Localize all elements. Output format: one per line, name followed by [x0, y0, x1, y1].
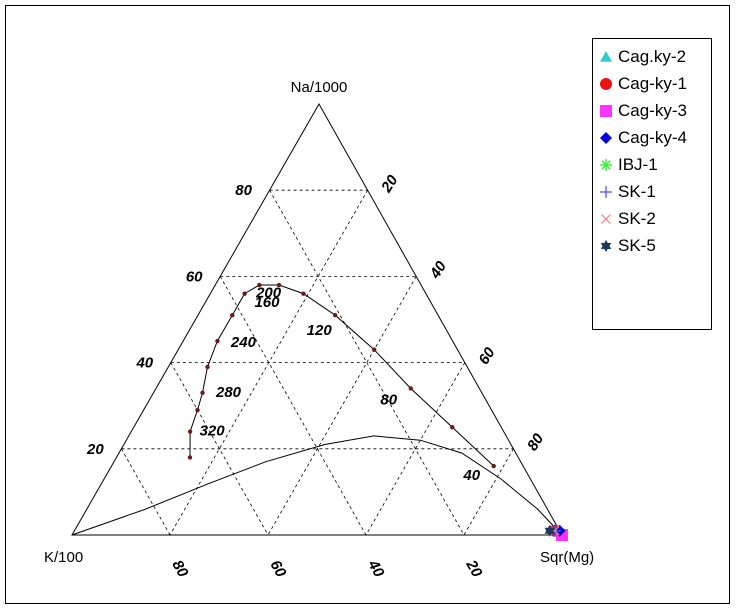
bottom-axis-ticks: 80 60 40 20 — [168, 556, 485, 580]
upper-curve-dot — [215, 338, 220, 344]
upper-curve-dot — [276, 282, 282, 288]
curve-label: 320 — [200, 423, 226, 440]
legend-item: Cag-ky-4 — [593, 124, 711, 151]
legend: Cag.ky-2 Cag-ky-1 Cag-ky-3 Cag-ky-4 IBJ-1 SK-… — [592, 38, 712, 330]
bottom-tick-label: 20 — [462, 556, 486, 580]
legend-label: IBJ-1 — [618, 154, 658, 174]
grid-line — [267, 276, 417, 536]
upper-curve-dot — [230, 312, 235, 318]
grid-line — [121, 448, 171, 536]
sample-points — [544, 524, 568, 541]
right-axis-ticks: 20 40 60 80 — [378, 172, 548, 454]
apex-label-top: Na/1000 — [291, 79, 348, 96]
legend-item: Cag-ky-1 — [593, 70, 711, 97]
grid-line — [219, 276, 367, 536]
upper-curve-dot — [301, 291, 306, 296]
curve-label: 200 — [255, 285, 282, 302]
left-tick-label: 20 — [86, 441, 104, 458]
lower-curve — [71, 435, 563, 536]
upper-curve-dot — [187, 455, 193, 460]
legend-item: Cag.ky-2 — [593, 43, 711, 70]
upper-curve-dot — [372, 347, 377, 352]
legend-label: Cag.ky-2 — [618, 46, 687, 66]
right-tick-label: 80 — [524, 430, 548, 454]
chart-frame: Na/1000 K/100 Sqr(Mg) 80 60 40 20 20 40 … — [5, 5, 730, 604]
ternary-triangle — [71, 102, 563, 536]
upper-curve-dot — [491, 463, 496, 469]
left-axis-ticks: 80 60 40 20 — [86, 182, 253, 458]
upper-curve-dot — [205, 364, 210, 370]
ternary-plot: Na/1000 K/100 Sqr(Mg) 80 60 40 20 20 40 … — [44, 79, 594, 581]
curve-label: 240 — [230, 334, 257, 351]
legend-symbol-icon — [595, 101, 617, 121]
legend-symbol-icon — [595, 182, 617, 202]
apex-label-left: K/100 — [44, 549, 83, 566]
grid-line — [463, 448, 514, 536]
upper-curve-labels: 320 280 240 200 160 120 80 40 — [200, 285, 481, 484]
legend-symbol-icon — [595, 155, 617, 175]
legend-item: Cag-ky-3 — [593, 97, 711, 124]
legend-item: IBJ-1 — [593, 151, 711, 178]
curves — [71, 282, 563, 536]
legend-item: SK-2 — [593, 205, 711, 232]
right-tick-label: 20 — [378, 172, 402, 197]
upper-curve — [189, 284, 495, 467]
curve-label: 120 — [307, 322, 333, 339]
upper-curve-dot — [195, 407, 200, 413]
apex-label-right: Sqr(Mg) — [540, 549, 594, 566]
right-tick-label: 40 — [426, 258, 450, 283]
legend-label: Cag-ky-1 — [618, 73, 687, 93]
grid-lines — [121, 189, 514, 536]
curve-label: 80 — [380, 391, 397, 408]
bottom-tick-label: 60 — [266, 557, 289, 581]
left-tick-label: 80 — [235, 182, 252, 199]
right-tick-label: 60 — [475, 344, 499, 368]
left-tick-label: 60 — [186, 268, 203, 285]
upper-curve-dot — [450, 425, 455, 430]
legend-symbol-icon — [595, 128, 617, 148]
left-tick-label: 40 — [135, 355, 153, 372]
legend-symbol-icon — [595, 209, 617, 229]
curve-label: 40 — [462, 467, 480, 484]
bottom-tick-label: 40 — [364, 556, 388, 580]
legend-symbol-icon — [595, 236, 617, 256]
upper-curve-dot — [257, 282, 262, 288]
upper-curve-dot — [200, 390, 205, 395]
legend-symbol-icon — [595, 47, 617, 67]
sample-point — [544, 524, 555, 537]
grid-line — [169, 190, 368, 536]
legend-label: Cag-ky-3 — [618, 100, 687, 120]
legend-item: SK-5 — [593, 232, 711, 259]
upper-curve-dot — [408, 386, 413, 391]
legend-item: SK-1 — [593, 178, 711, 205]
curve-label: 160 — [254, 294, 280, 311]
curve-label: 280 — [215, 384, 242, 401]
legend-symbol-icon — [595, 74, 617, 94]
upper-curve-dot — [187, 429, 193, 434]
upper-curve-dot — [332, 312, 338, 318]
upper-curve-dot — [242, 291, 247, 296]
legend-label: SK-2 — [618, 208, 656, 228]
legend-label: SK-5 — [618, 235, 656, 255]
legend-label: SK-1 — [618, 181, 656, 201]
legend-label: Cag-ky-4 — [618, 127, 687, 147]
bottom-tick-label: 80 — [168, 557, 191, 581]
